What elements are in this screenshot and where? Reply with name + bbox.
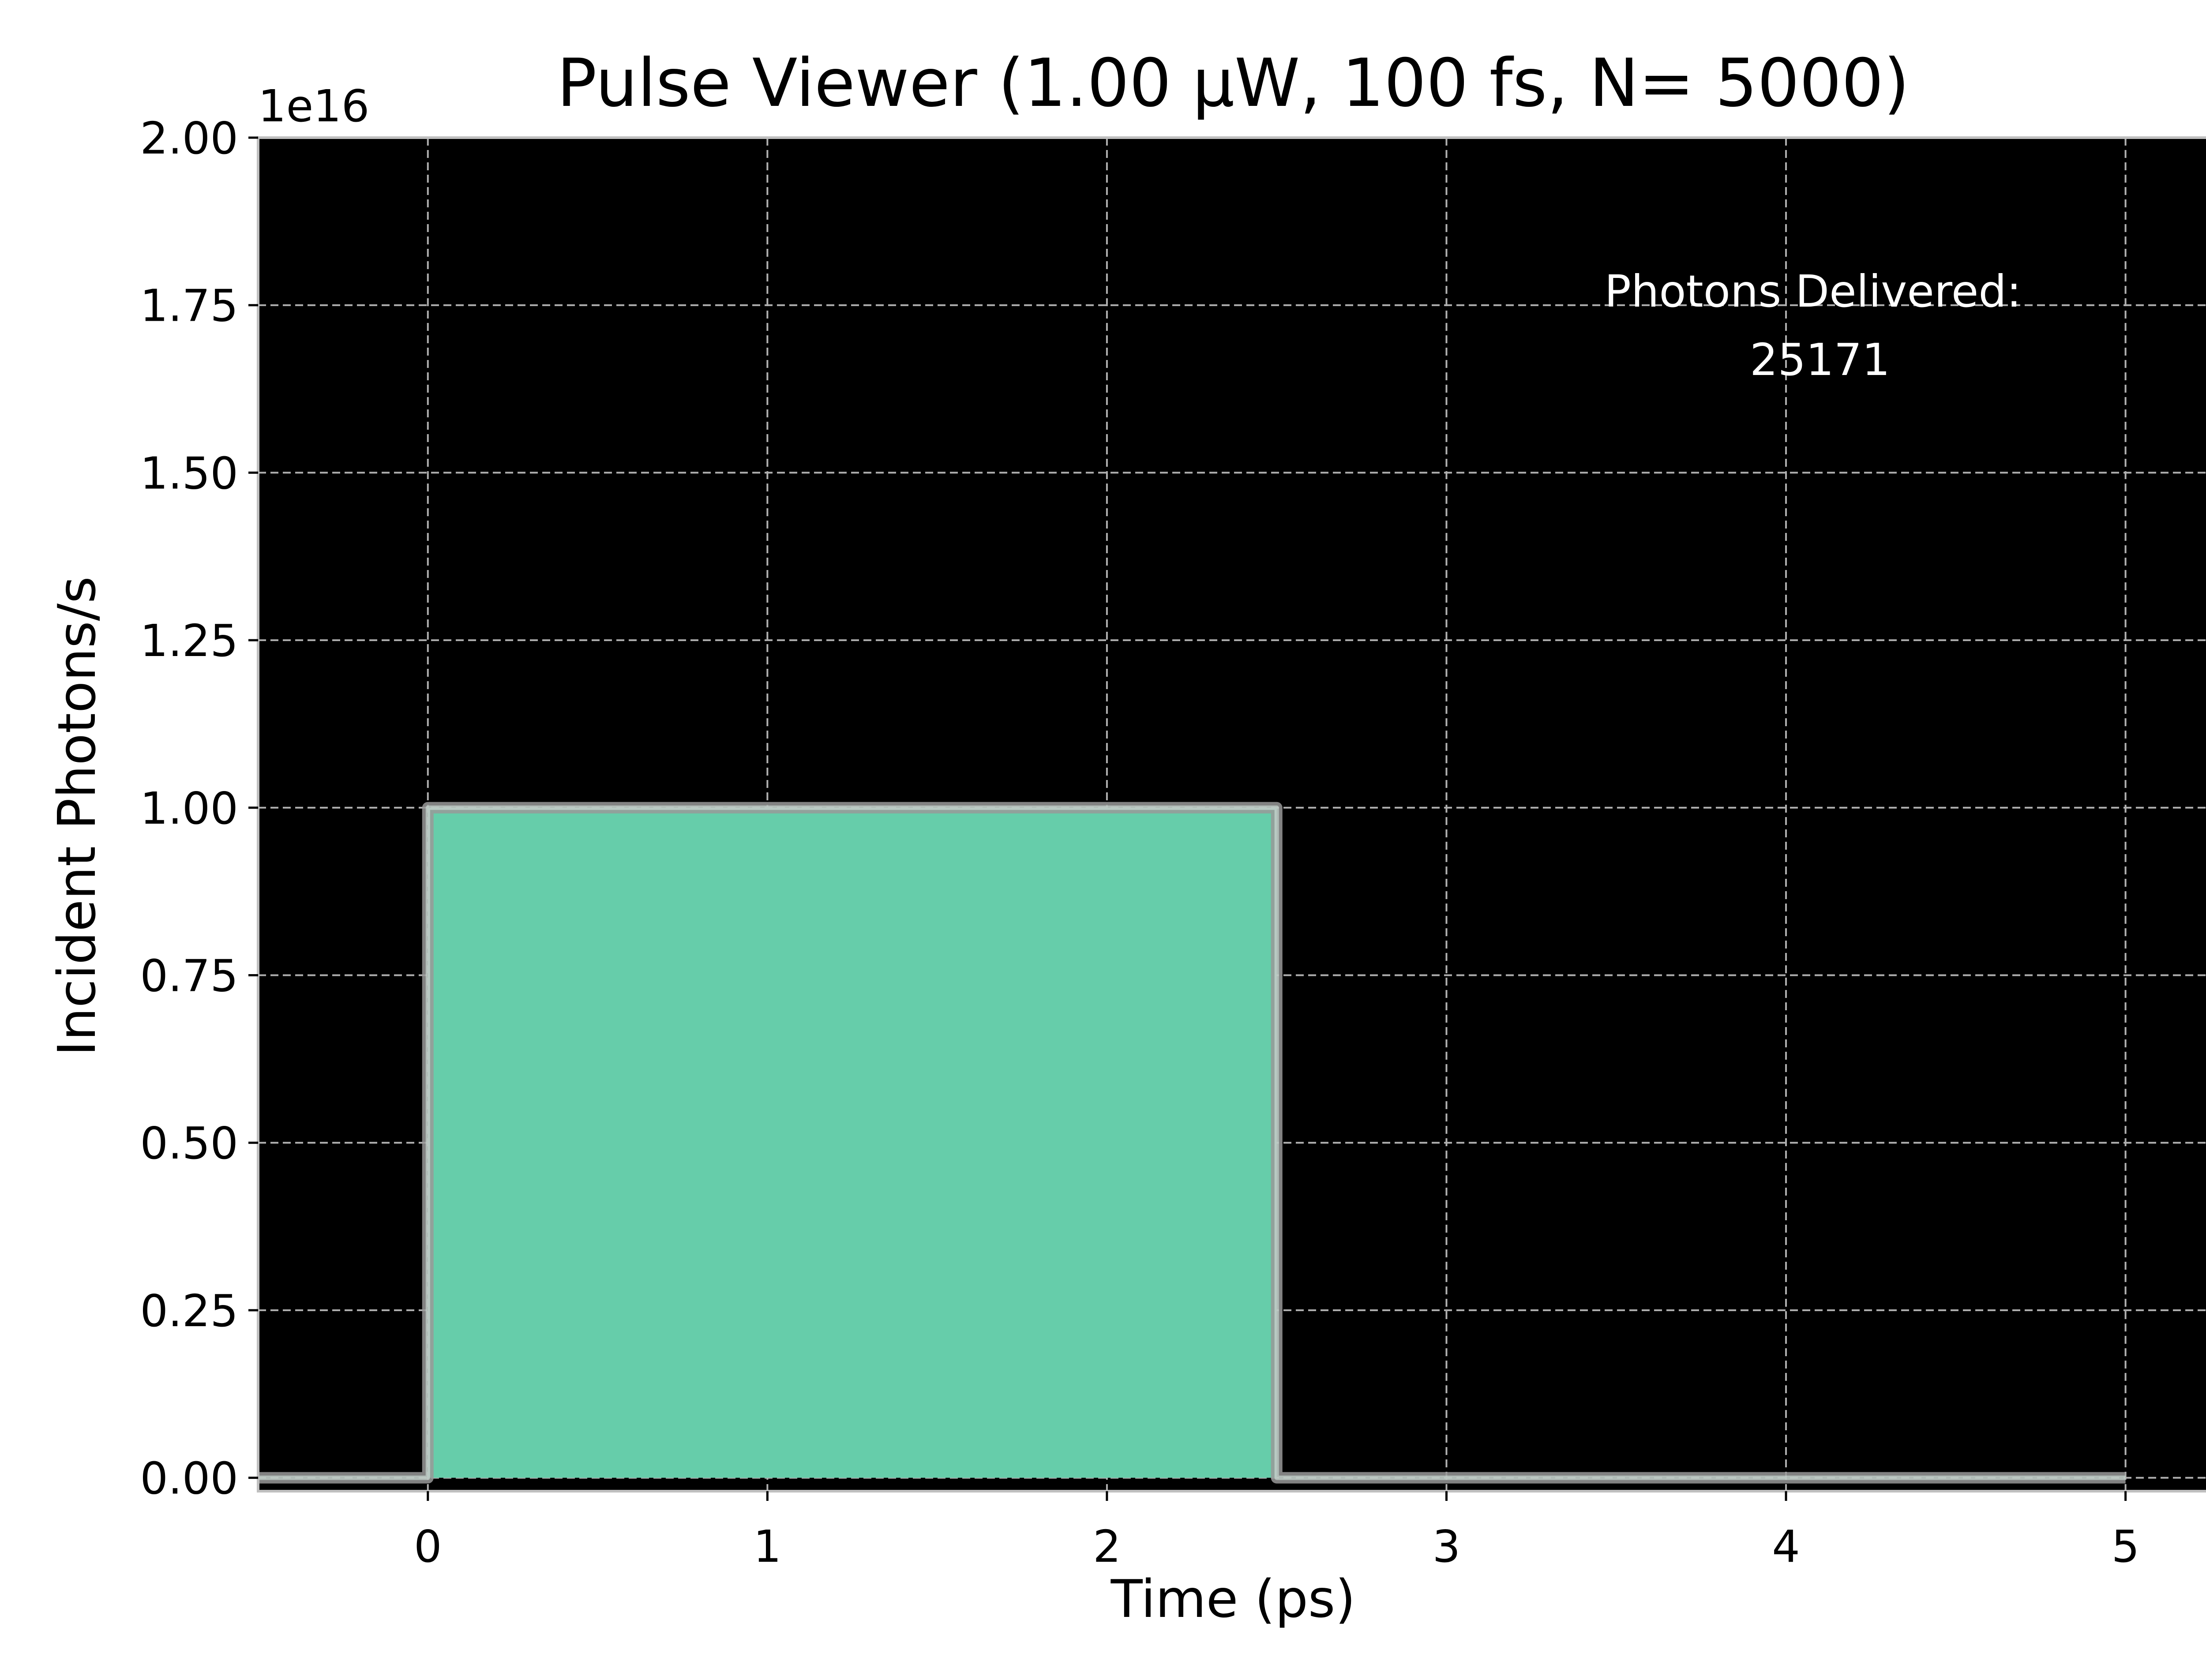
ticks: 0 1 2 3 4 5 0.00 0.25 0.50 0.75 1.00 1.25 1.50 1.75 2.…	[140, 112, 2139, 1572]
x-tick-label: 4	[1772, 1521, 1800, 1572]
pulse-fill-area	[428, 807, 1277, 1478]
pulse-line	[258, 805, 2126, 1480]
series-layer	[258, 802, 2126, 1484]
y-tick-label: 0.25	[140, 1285, 238, 1337]
y-tick-label: 0.75	[140, 950, 238, 1002]
y-axis-label: Incident Photons/s	[46, 576, 107, 1056]
y-tick-label: 1.75	[140, 280, 238, 332]
y-tick-label: 2.00	[140, 112, 238, 164]
chart-title: Pulse Viewer (1.00 μW, 100 fs, N= 5000)	[557, 45, 1910, 122]
annotation-line-1: Photons Delivered:	[1605, 266, 2022, 317]
x-axis-label: Time (ps)	[1111, 1568, 1356, 1629]
y-tick-label: 1.50	[140, 447, 238, 499]
y-offset-label: 1e16	[258, 80, 369, 132]
y-tick-label: 0.00	[140, 1453, 238, 1504]
plot-frame	[257, 136, 2206, 1492]
x-tick-label: 5	[2112, 1521, 2140, 1572]
x-tick-label: 0	[414, 1521, 442, 1572]
y-tick-label: 1.00	[140, 783, 238, 834]
y-tick-label: 0.50	[140, 1118, 238, 1169]
annotation-text: Photons Delivered: 25171	[1605, 266, 2036, 386]
x-tick-label: 3	[1433, 1521, 1461, 1572]
x-tick-label: 1	[754, 1521, 782, 1572]
x-tick-label: 2	[1093, 1521, 1121, 1572]
y-tick-label: 1.25	[140, 615, 238, 667]
annotation-line-2: 25171	[1750, 334, 1890, 386]
